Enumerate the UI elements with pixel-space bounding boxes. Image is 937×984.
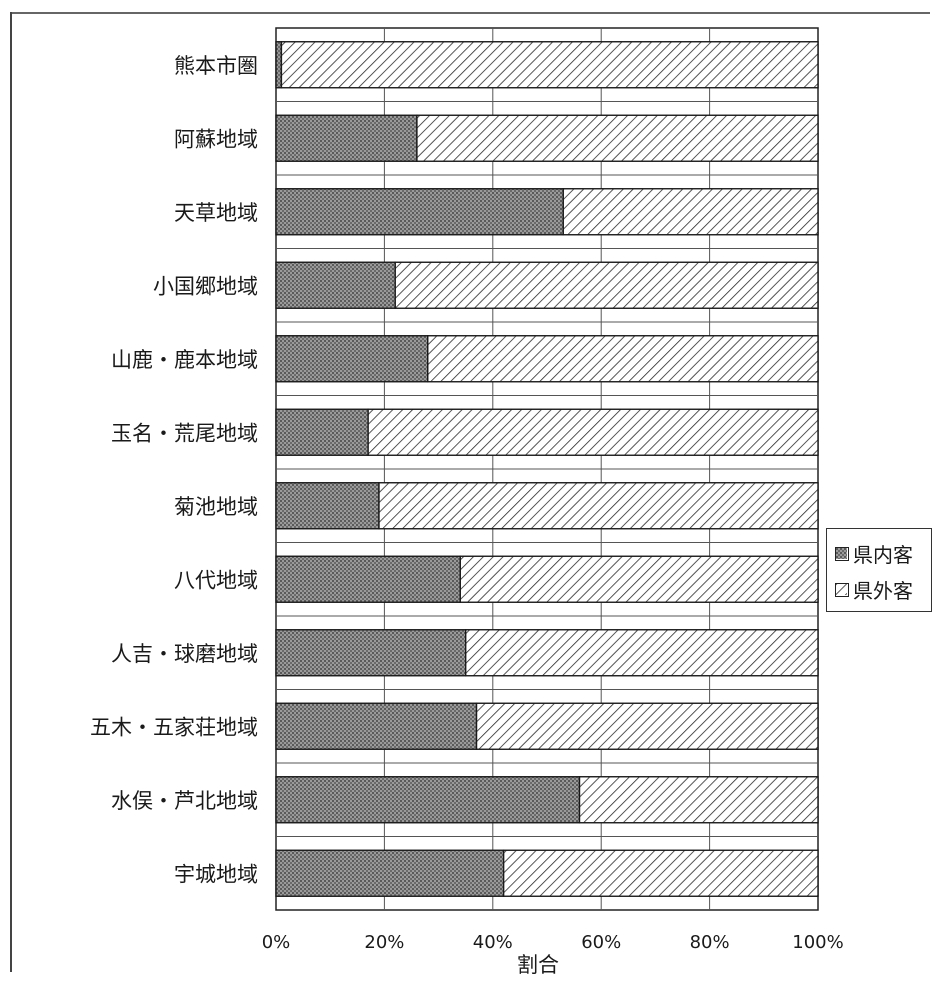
bar-domestic <box>275 849 505 897</box>
category-label: 宇城地域 <box>174 862 258 886</box>
bar-foreign <box>459 555 819 603</box>
grid-layer <box>275 27 819 911</box>
category-label: 熊本市圏 <box>174 54 258 78</box>
bar-foreign <box>427 335 819 383</box>
category-label: 阿蘇地域 <box>174 127 258 151</box>
bar-foreign <box>280 41 819 89</box>
bar-domestic <box>275 629 467 677</box>
x-tick-label: 80% <box>690 932 730 953</box>
legend-label-domestic: 県内客 <box>853 543 913 567</box>
bar-domestic <box>275 188 564 236</box>
bar-foreign <box>475 702 819 750</box>
legend-item-foreign: 県外客 <box>835 575 913 604</box>
bar-domestic <box>275 41 283 89</box>
scan-left-edge <box>10 12 12 972</box>
bar-foreign <box>367 408 819 456</box>
x-tick-labels: 0% 20% 40% 60% 80% 100% <box>262 932 844 953</box>
x-axis-title: 割合 <box>517 953 559 977</box>
category-label: 水俣・芦北地域 <box>111 789 258 813</box>
bar-foreign <box>578 776 819 824</box>
category-labels: 熊本市圏阿蘇地域天草地域小国郷地域山鹿・鹿本地域玉名・荒尾地域菊池地域八代地域人… <box>90 54 258 887</box>
bar-domestic <box>275 776 581 824</box>
category-label: 天草地域 <box>174 201 258 225</box>
bar-domestic <box>275 114 418 162</box>
bar-domestic <box>275 261 396 309</box>
bar-domestic <box>275 482 380 530</box>
category-label: 菊池地域 <box>174 495 258 519</box>
category-label: 玉名・荒尾地域 <box>111 421 258 445</box>
bars-layer <box>275 41 819 897</box>
x-tick-label: 100% <box>792 932 843 953</box>
x-tick-label: 0% <box>262 932 291 953</box>
legend-swatch-foreign <box>835 582 849 597</box>
bar-domestic <box>275 702 478 750</box>
legend: 県内客 県外客 <box>826 528 932 612</box>
bar-foreign <box>562 188 819 236</box>
bar-foreign <box>378 482 819 530</box>
category-label: 小国郷地域 <box>153 274 258 298</box>
bar-foreign <box>394 261 819 309</box>
bar-foreign <box>416 114 819 162</box>
legend-swatch-domestic <box>835 546 849 561</box>
legend-label-foreign: 県外客 <box>853 579 913 603</box>
bar-domestic <box>275 408 369 456</box>
category-label: 八代地域 <box>174 568 258 592</box>
legend-item-domestic: 県内客 <box>835 539 913 568</box>
scan-top-edge <box>10 12 930 14</box>
x-tick-label: 60% <box>581 932 621 953</box>
bar-domestic <box>275 335 429 383</box>
category-label: 人吉・球磨地域 <box>111 642 258 666</box>
bar-foreign <box>502 849 819 897</box>
category-label: 山鹿・鹿本地域 <box>111 348 258 372</box>
category-label: 五木・五家荘地域 <box>90 715 258 739</box>
bar-domestic <box>275 555 461 603</box>
bar-foreign <box>465 629 819 677</box>
x-tick-label: 40% <box>473 932 513 953</box>
x-tick-label: 20% <box>364 932 404 953</box>
